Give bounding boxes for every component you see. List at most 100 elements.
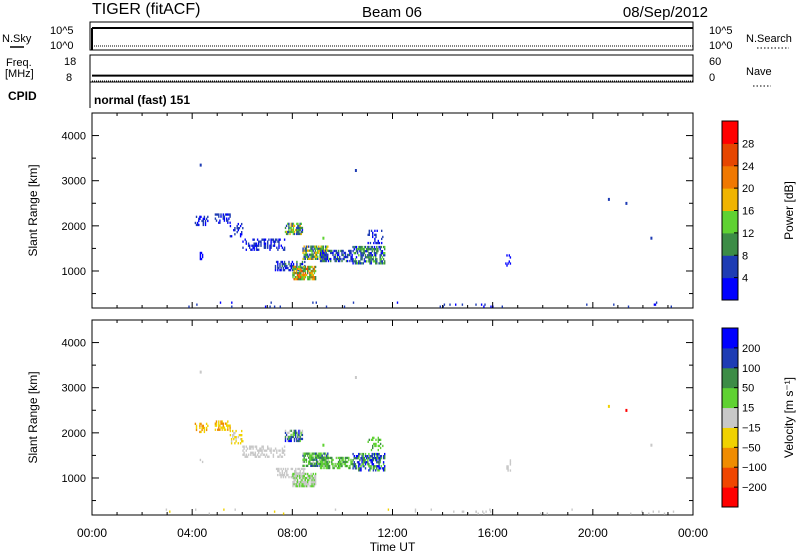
heatmap-cell [305, 485, 308, 488]
heatmap-cell [203, 428, 206, 432]
heatmap-cell [294, 271, 296, 275]
heatmap-cell [311, 485, 313, 488]
heatmap-cell [298, 224, 300, 227]
heatmap-cell [607, 197, 610, 201]
heatmap-cell [368, 438, 370, 441]
heatmap-cell [377, 440, 379, 443]
heatmap-cell [484, 303, 486, 306]
heatmap-cell [308, 265, 310, 269]
heatmap-cell [234, 233, 236, 236]
heatmap-cell [264, 238, 267, 241]
heatmap-cell [354, 467, 357, 470]
heatmap-cell [339, 460, 341, 464]
heatmap-cell [310, 245, 312, 248]
heatmap-cell [310, 257, 312, 260]
heatmap-cell [361, 463, 363, 466]
heatmap-cell [314, 476, 317, 480]
heatmap-cell [360, 252, 362, 255]
heatmap-cell [625, 408, 628, 412]
heatmap-cell [331, 456, 333, 460]
heatmap-cells [188, 163, 672, 308]
heatmap-cell [298, 232, 300, 236]
heatmap-cell [244, 238, 246, 241]
heatmap-cell [326, 257, 328, 261]
heatmap-cell [369, 254, 371, 257]
heatmap-cell [641, 510, 643, 513]
heatmap-cell [291, 228, 293, 232]
heatmap-cell [375, 256, 377, 259]
heatmap-cell [384, 465, 386, 468]
heatmap-cell [327, 466, 330, 470]
heatmap-cell [227, 428, 229, 431]
heatmap-cell [302, 483, 304, 486]
heatmap-cell [281, 473, 283, 477]
heatmap-cell [300, 474, 302, 478]
heatmap-cell [356, 455, 359, 458]
heatmap-cell [344, 456, 347, 460]
heatmap-cell [358, 457, 360, 460]
heatmap-cell [301, 273, 303, 277]
heatmap-cell [229, 215, 231, 218]
heatmap-cell [374, 237, 376, 241]
heatmap-cell [319, 251, 322, 255]
colorbar-tick-label: 20 [742, 183, 754, 195]
heatmap-cell [313, 251, 315, 254]
heatmap-cell [311, 278, 313, 281]
heatmap-cell [223, 217, 226, 220]
heatmap-cell [301, 433, 304, 437]
heatmap-cell [294, 485, 296, 488]
heatmap-cell [282, 269, 285, 272]
heatmap-cell [306, 255, 309, 258]
heatmap-cell [546, 512, 548, 515]
heatmap-cell [361, 459, 363, 462]
heatmap-cell [372, 457, 375, 460]
heatmap-cell [273, 244, 276, 247]
heatmap-cell [349, 466, 351, 470]
heatmap-cell [305, 480, 308, 484]
heatmap-cell [201, 428, 203, 432]
heatmap-cell [309, 458, 311, 461]
heatmap-cell [377, 455, 379, 458]
heatmap-cell [269, 305, 271, 308]
heatmap-cell [312, 273, 314, 277]
heatmap-cell [333, 257, 335, 261]
nsky-tick-high: 10^5 [50, 25, 74, 37]
heatmap-cell [305, 476, 308, 480]
heatmap-cell [201, 255, 204, 259]
heatmap-cell [255, 246, 258, 249]
heatmap-cell [268, 447, 270, 450]
heatmap-cell [313, 269, 316, 273]
heatmap-cell [505, 262, 507, 265]
heatmap-cell [295, 276, 298, 279]
heatmap-cell [283, 445, 286, 448]
heatmap-cell [304, 458, 306, 461]
heatmap-cell [229, 428, 231, 431]
heatmap-cell [269, 244, 271, 247]
heatmap-cell [354, 465, 357, 468]
heatmap-cell [200, 251, 203, 255]
heatmap-cell [310, 478, 312, 482]
heatmap-cell [355, 262, 358, 265]
heatmap-cell [295, 474, 298, 478]
heatmap-cell [252, 445, 254, 448]
heatmap-cell [279, 471, 281, 475]
heatmap-cell [345, 464, 348, 468]
heatmap-cell [376, 248, 378, 251]
heatmap-cell [381, 250, 384, 253]
heatmap-cell [293, 224, 296, 227]
heatmap-cell [378, 262, 380, 265]
heatmap-cell [242, 453, 244, 456]
heatmap-cell [263, 238, 266, 241]
heatmap-cell [279, 473, 281, 477]
heatmap-cell [205, 426, 208, 430]
heatmap-cell [370, 256, 372, 259]
heatmap-cell [296, 485, 299, 488]
heatmap-cell [278, 469, 280, 473]
heatmap-cell [369, 465, 371, 468]
heatmap-cell [250, 447, 252, 450]
heatmap-cell [295, 483, 298, 486]
heatmap-cell [311, 249, 313, 252]
heatmap-cell [284, 431, 287, 434]
heatmap-cell [377, 469, 379, 472]
heatmap-cell [363, 459, 366, 462]
